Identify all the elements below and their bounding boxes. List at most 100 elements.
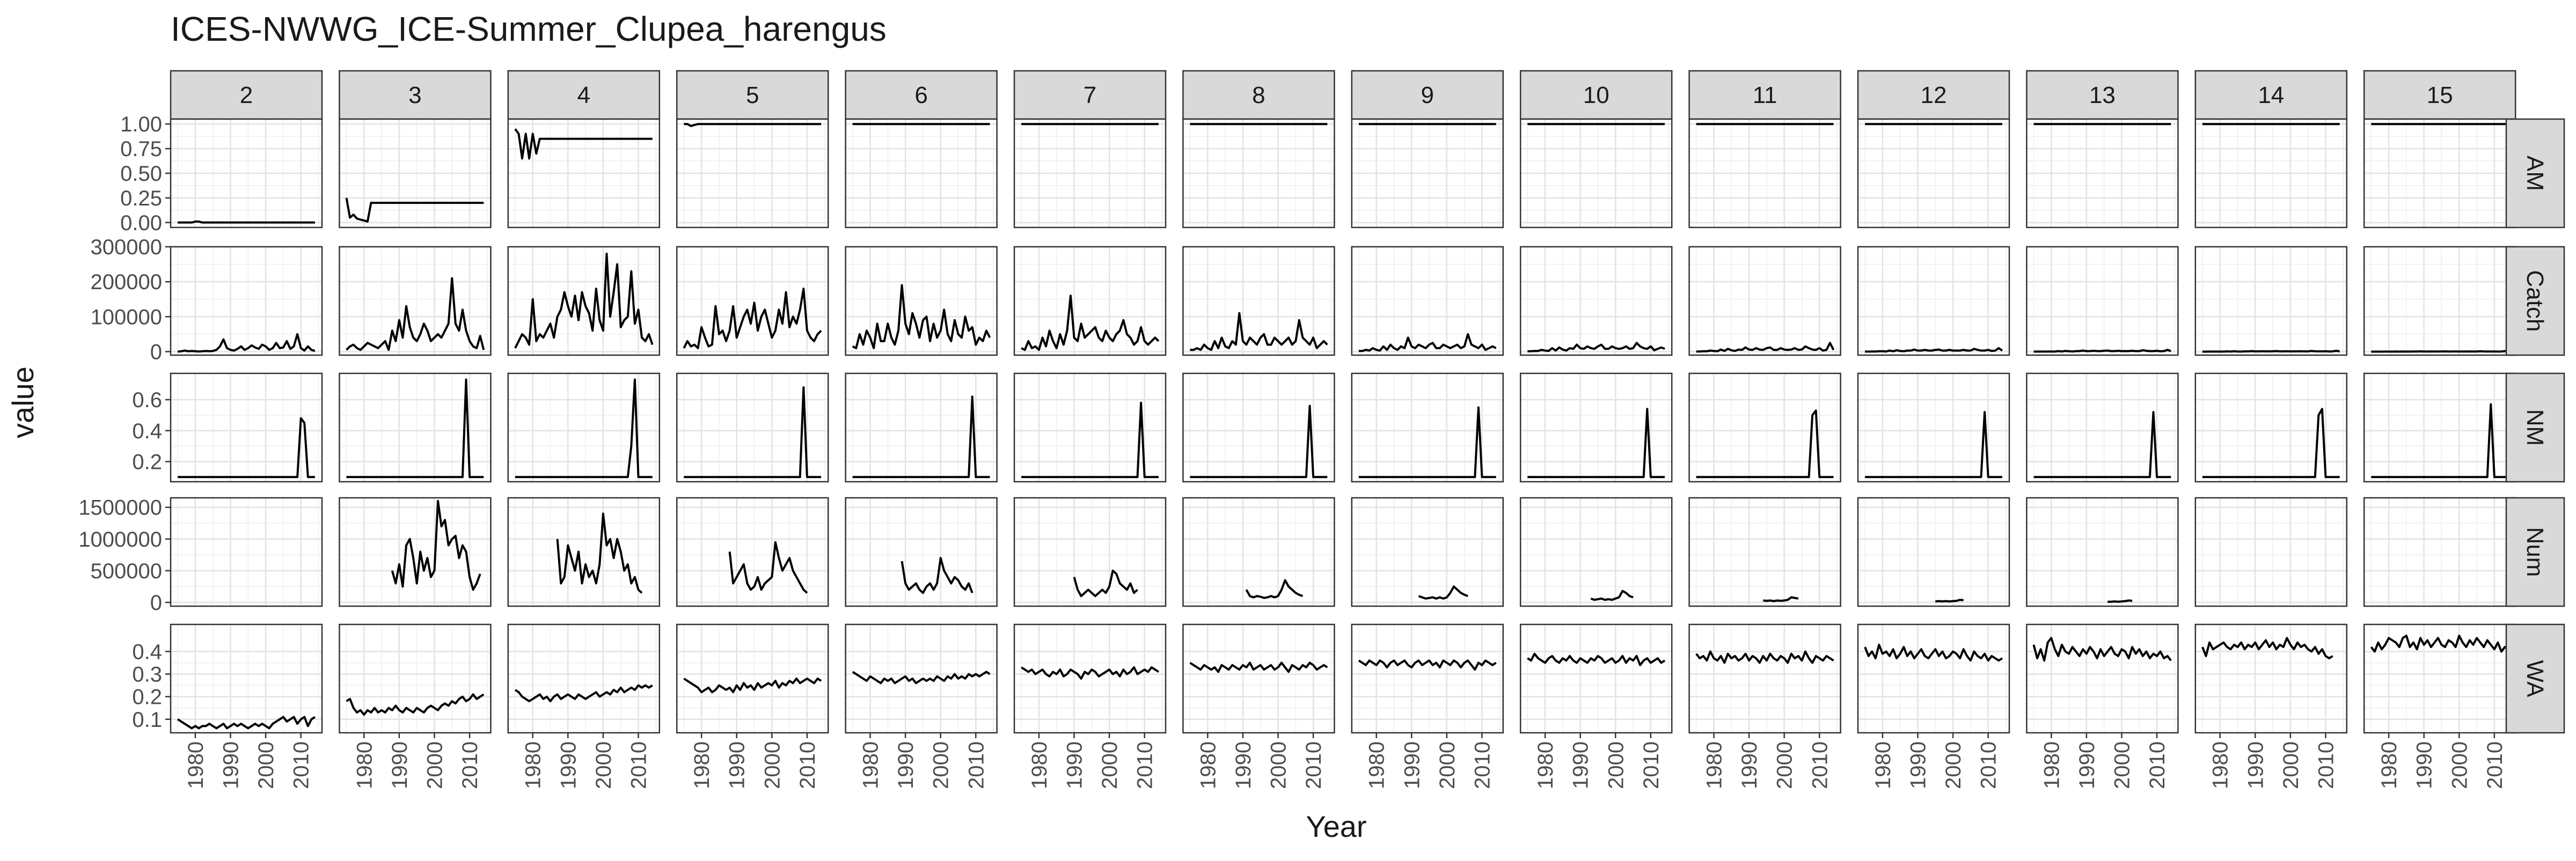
panel-background — [1520, 247, 1672, 355]
panel-background — [2026, 247, 2178, 355]
panel-border — [1013, 246, 1167, 356]
series-line-WA-6 — [852, 671, 991, 685]
panel-border — [676, 372, 829, 483]
x-tick-label: 2000 — [1267, 741, 1290, 789]
row-strip-Catch — [2505, 246, 2565, 356]
panel-background — [2364, 247, 2516, 355]
facet-strip-label-3: 3 — [408, 82, 421, 108]
panel-border — [1519, 623, 1673, 734]
x-tick-label: 2010 — [1133, 741, 1157, 789]
x-tick-label: 1980 — [1028, 741, 1051, 789]
y-tick-label-NM: 0.4 — [132, 420, 162, 443]
row-strip-label-Catch: Catch — [2522, 270, 2548, 332]
x-tick-label: 1980 — [2209, 741, 2233, 789]
x-tick-label: 1990 — [894, 741, 918, 789]
panel-border — [1351, 497, 1504, 607]
series-line-NM-13 — [2033, 411, 2171, 479]
x-tick-label: 1980 — [184, 741, 208, 789]
row-strip-label-AM: AM — [2522, 156, 2548, 191]
series-line-NM-8 — [1190, 404, 1328, 479]
x-tick-label: 1990 — [219, 741, 243, 789]
panel-background — [2195, 624, 2347, 733]
series-line-Num-8 — [1245, 579, 1304, 599]
panel-border — [845, 623, 998, 734]
series-line-Num-3 — [391, 499, 481, 591]
panel-background — [2364, 498, 2516, 606]
series-line-NM-10 — [1527, 408, 1665, 479]
panel-border — [507, 246, 661, 356]
panel-border — [507, 623, 661, 734]
row-strip-NM — [2505, 372, 2565, 483]
x-tick-label: 2010 — [1808, 741, 1832, 789]
panel-border — [2194, 118, 2348, 229]
series-line-Catch-13 — [2033, 349, 2171, 353]
x-tick-label: 2000 — [2279, 741, 2303, 789]
series-line-Num-4 — [556, 512, 643, 594]
y-tick-label-AM: 0.75 — [120, 137, 162, 161]
panel-border — [845, 372, 998, 483]
panel-border — [2026, 497, 2179, 607]
x-tick-label: 2010 — [1640, 741, 1663, 789]
facet-strip-label-11: 11 — [1753, 82, 1777, 108]
facet-strip-7 — [1013, 70, 1167, 120]
y-tick-label-WA: 0.2 — [132, 686, 162, 709]
panel-border — [2194, 497, 2348, 607]
x-tick-label: 2000 — [1604, 741, 1628, 789]
panel-border — [676, 623, 829, 734]
x-tick-label: 1990 — [2075, 741, 2099, 789]
y-tick-label-Catch: 200000 — [91, 270, 162, 294]
panel-background — [1689, 624, 1841, 733]
panel-border — [2194, 246, 2348, 356]
series-line-WA-11 — [1695, 650, 1834, 664]
y-tick-label-Catch: 0 — [150, 340, 162, 364]
series-line-AM-2 — [178, 220, 315, 224]
panel-border — [1688, 372, 1841, 483]
series-line-Catch-14 — [2202, 349, 2340, 353]
series-line-Catch-9 — [1358, 333, 1497, 352]
series-line-WA-10 — [1527, 652, 1666, 666]
y-tick-label-AM: 0.50 — [120, 162, 162, 186]
panel-border — [507, 497, 661, 607]
row-strip-WA — [2505, 623, 2565, 734]
facet-strip-label-15: 15 — [2427, 82, 2453, 108]
panel-border — [1688, 246, 1841, 356]
x-tick-label: 1980 — [353, 741, 376, 789]
facet-strip-12 — [1857, 70, 2010, 120]
panel-border — [676, 246, 829, 356]
facet-strip-2 — [170, 70, 323, 120]
panel-border — [1519, 497, 1673, 607]
x-tick-label: 1990 — [1906, 741, 1930, 789]
x-tick-label: 2010 — [290, 741, 313, 789]
panel-background — [677, 498, 829, 606]
y-tick-label-Catch: 300000 — [91, 236, 162, 259]
x-tick-label: 2010 — [1977, 741, 2001, 789]
y-tick-label-Catch: 100000 — [91, 305, 162, 329]
panel-background — [1351, 624, 1503, 733]
facet-strip-label-10: 10 — [1583, 82, 1609, 108]
panel-border — [2026, 246, 2179, 356]
x-tick-label: 2010 — [964, 741, 988, 789]
x-tick-label: 2010 — [796, 741, 819, 789]
panel-background — [339, 498, 491, 606]
y-tick-label-Num: 1500000 — [78, 496, 162, 520]
series-line-NM-2 — [178, 417, 315, 479]
series-line-NM-14 — [2202, 408, 2340, 479]
panel-border — [507, 372, 661, 483]
series-line-WA-2 — [177, 716, 316, 730]
panel-border — [170, 246, 323, 356]
x-tick-label: 1990 — [2244, 741, 2267, 789]
panel-border — [170, 497, 323, 607]
series-line-Catch-8 — [1190, 312, 1328, 351]
facet-strip-13 — [2026, 70, 2179, 120]
series-line-Catch-4 — [514, 253, 654, 349]
series-line-NM-7 — [1021, 401, 1159, 479]
y-tick-label-Num: 1000000 — [78, 528, 162, 551]
x-tick-label: 1990 — [557, 741, 580, 789]
series-line-NM-5 — [684, 386, 822, 479]
series-line-Catch-12 — [1865, 347, 2003, 353]
panel-background — [508, 498, 660, 606]
panel-border — [2026, 372, 2179, 483]
x-tick-label: 1980 — [859, 741, 883, 789]
panel-border — [845, 118, 998, 229]
